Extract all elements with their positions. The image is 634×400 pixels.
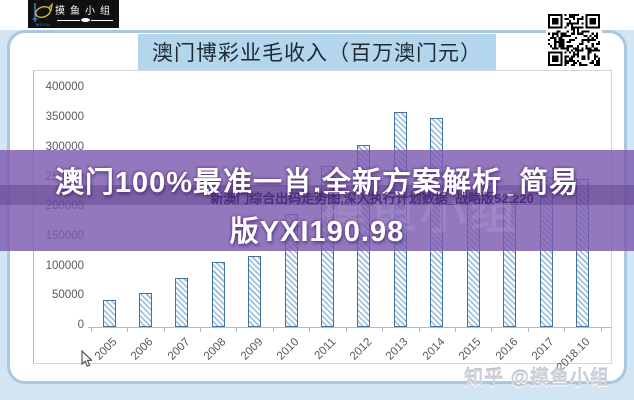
x-axis-tick	[163, 328, 165, 332]
logo-text-column: 摸鱼小组	[55, 6, 115, 23]
promo-text-line1: 澳门100%最准一肖,全新方案解析_简易	[54, 167, 580, 199]
qr-code	[546, 12, 602, 68]
x-axis-tick	[600, 328, 602, 332]
y-axis-tick-label: 100000	[45, 259, 84, 272]
x-axis-tick	[90, 328, 92, 332]
x-axis-tick	[272, 328, 274, 332]
y-axis-tick-label: 400000	[45, 81, 84, 94]
x-axis-label-2008: 2008	[202, 336, 229, 363]
x-axis-tick	[564, 328, 566, 332]
logo-brand-text: 摸鱼小组	[55, 5, 115, 17]
mouse-cursor-icon	[80, 349, 94, 373]
x-axis-label-2014: 2014	[420, 336, 448, 363]
x-axis-label-2012: 2012	[347, 336, 375, 363]
x-axis-line	[88, 327, 612, 328]
fish-logo-icon	[32, 2, 53, 22]
zhihu-watermark: 知乎 @摸鱼小组	[464, 368, 610, 389]
promo-small-text: 新澳门综合出码走势图,深入执行计划数据_战略版52.220	[210, 191, 534, 206]
x-axis-label-2006: 2006	[129, 336, 156, 363]
x-axis-label-2010: 2010	[274, 336, 302, 363]
y-axis-tick-label: 50000	[52, 289, 84, 302]
promo-text-line2: 版YXI190.98	[229, 216, 405, 248]
x-axis-label-2011: 2011	[312, 336, 339, 362]
bar-2006	[138, 293, 152, 327]
x-axis-label-2009: 2009	[238, 336, 266, 363]
promo-overlay-dark-strip	[0, 185, 634, 205]
bar-2008	[211, 262, 225, 327]
y-axis-tick-label: 350000	[45, 111, 84, 124]
x-axis-tick	[127, 328, 129, 332]
chart-title: 澳门博彩业毛收入（百万澳门元）	[138, 34, 496, 70]
x-axis-label-2007: 2007	[165, 336, 193, 363]
x-axis-tick	[454, 328, 456, 332]
x-axis-tick	[491, 328, 493, 332]
overlay-faint-watermark: 摸鱼小组	[320, 186, 520, 238]
x-axis-tick	[309, 328, 311, 332]
chart-title-wrap: 澳门博彩业毛收入（百万澳门元）	[10, 33, 624, 70]
y-axis-tick-label: 0	[77, 319, 84, 331]
x-axis-tick	[200, 328, 202, 332]
promo-overlay-banner: 摸鱼小组 澳门100%最准一肖,全新方案解析_简易 新澳门综合出码走势图,深入执…	[0, 150, 634, 251]
x-axis-tick	[527, 328, 529, 332]
x-axis-label-2013: 2013	[384, 336, 411, 363]
y-axis-tick-label: 300000	[45, 140, 84, 153]
bar-2007	[175, 277, 189, 327]
logo-underline	[57, 18, 113, 23]
mini-fish-icon	[80, 18, 90, 22]
x-axis-tick	[236, 328, 238, 332]
x-axis-tick	[345, 328, 347, 332]
x-axis-tick	[382, 328, 384, 332]
logo-subtext: MOYU	[36, 22, 50, 27]
x-axis-tick	[418, 328, 420, 332]
bar-2005	[102, 299, 116, 327]
moyu-logo: 摸鱼小组 MOYU	[28, 0, 119, 28]
bar-2009	[248, 255, 262, 327]
